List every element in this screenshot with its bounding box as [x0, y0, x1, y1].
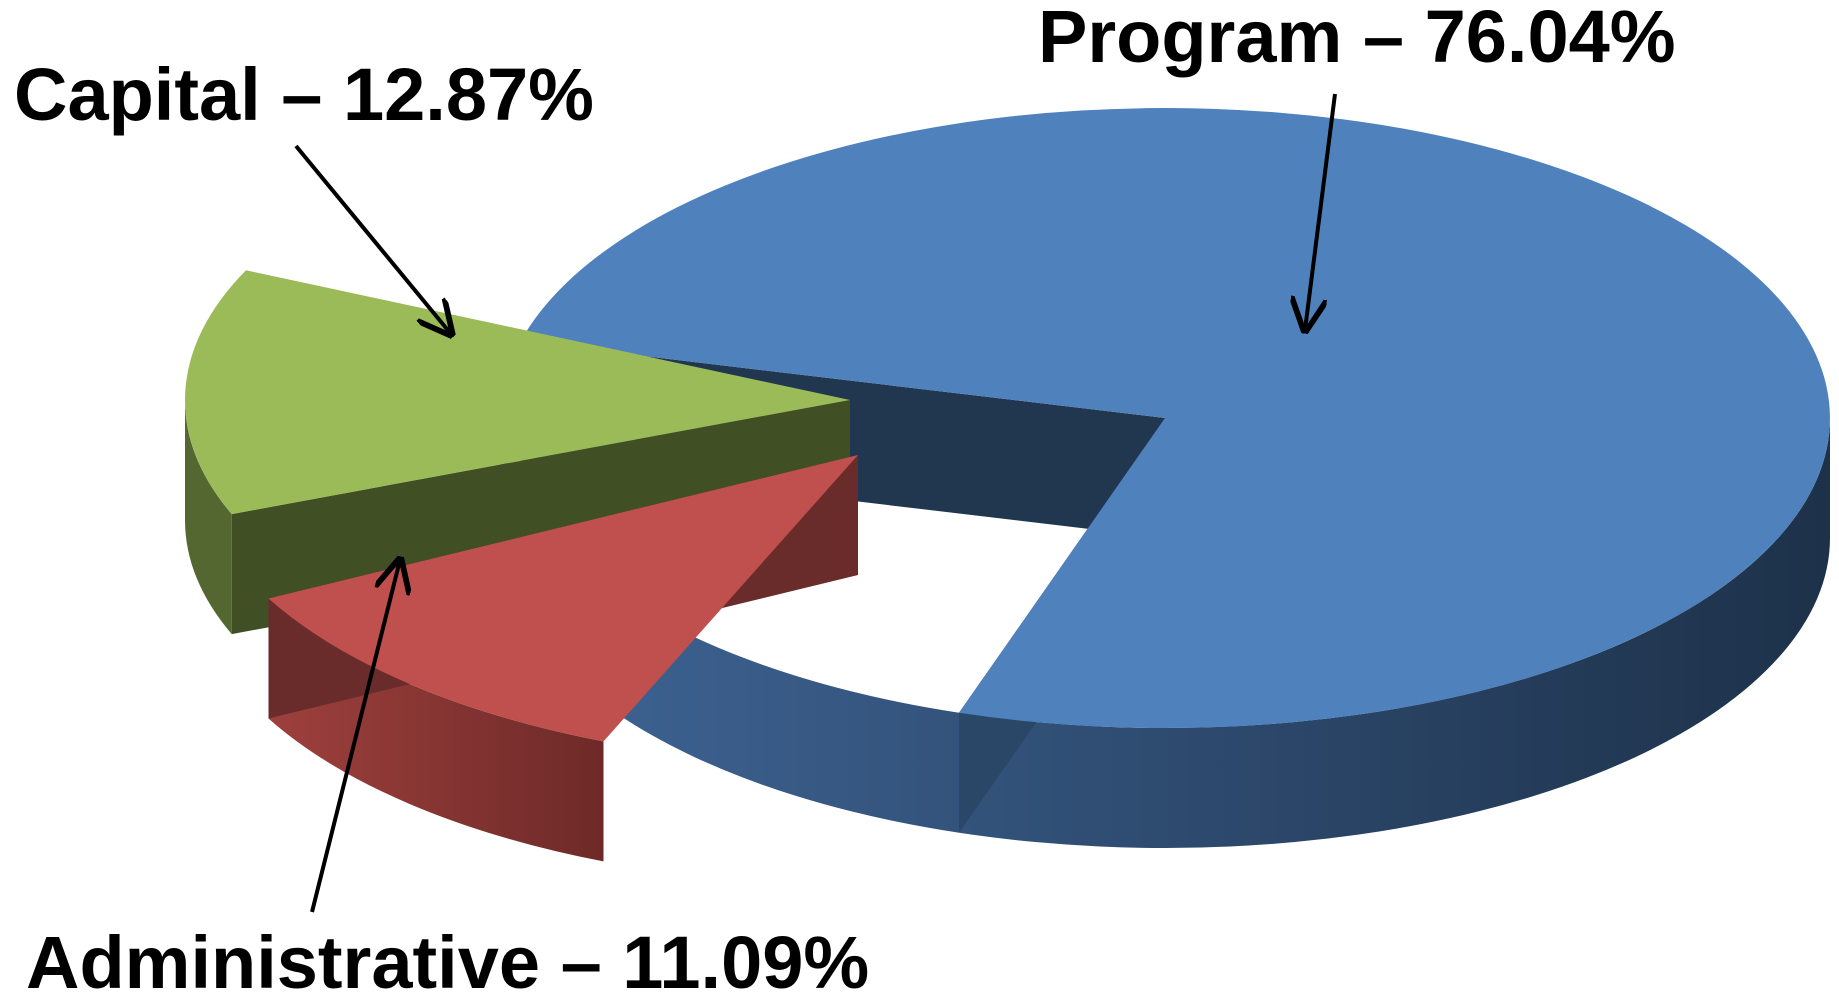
capital-top — [185, 270, 850, 515]
administrative-slice — [268, 455, 858, 862]
administrative-arrow — [310, 560, 400, 913]
capital-label: Capital – 12.87% — [14, 53, 594, 136]
program-label: Program – 76.04% — [1038, 0, 1676, 78]
program-arrow — [1305, 93, 1337, 330]
administrative-top — [268, 455, 858, 742]
capital-side — [185, 400, 232, 635]
capital-arrow — [294, 144, 451, 334]
administrative-label: Administrative – 11.09% — [26, 921, 869, 1000]
program-side — [500, 418, 1830, 848]
program-slice — [500, 108, 1830, 848]
program-top — [520, 108, 1830, 729]
